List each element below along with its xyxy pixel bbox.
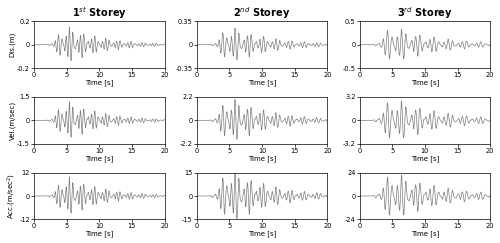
Title: 1$^{st}$ Storey: 1$^{st}$ Storey [72, 6, 126, 21]
X-axis label: Time [s]: Time [s] [410, 231, 439, 237]
X-axis label: Time [s]: Time [s] [85, 231, 114, 237]
Y-axis label: Dis.(m): Dis.(m) [9, 32, 16, 57]
X-axis label: Time [s]: Time [s] [248, 79, 276, 86]
Y-axis label: Vel.(m/sec): Vel.(m/sec) [9, 101, 16, 140]
Y-axis label: Acc.(m/sec$^2$): Acc.(m/sec$^2$) [6, 173, 18, 219]
X-axis label: Time [s]: Time [s] [85, 79, 114, 86]
X-axis label: Time [s]: Time [s] [410, 155, 439, 162]
X-axis label: Time [s]: Time [s] [248, 155, 276, 162]
X-axis label: Time [s]: Time [s] [410, 79, 439, 86]
X-axis label: Time [s]: Time [s] [248, 231, 276, 237]
Title: 2$^{nd}$ Storey: 2$^{nd}$ Storey [234, 6, 290, 21]
Title: 3$^{rd}$ Storey: 3$^{rd}$ Storey [397, 6, 452, 21]
X-axis label: Time [s]: Time [s] [85, 155, 114, 162]
